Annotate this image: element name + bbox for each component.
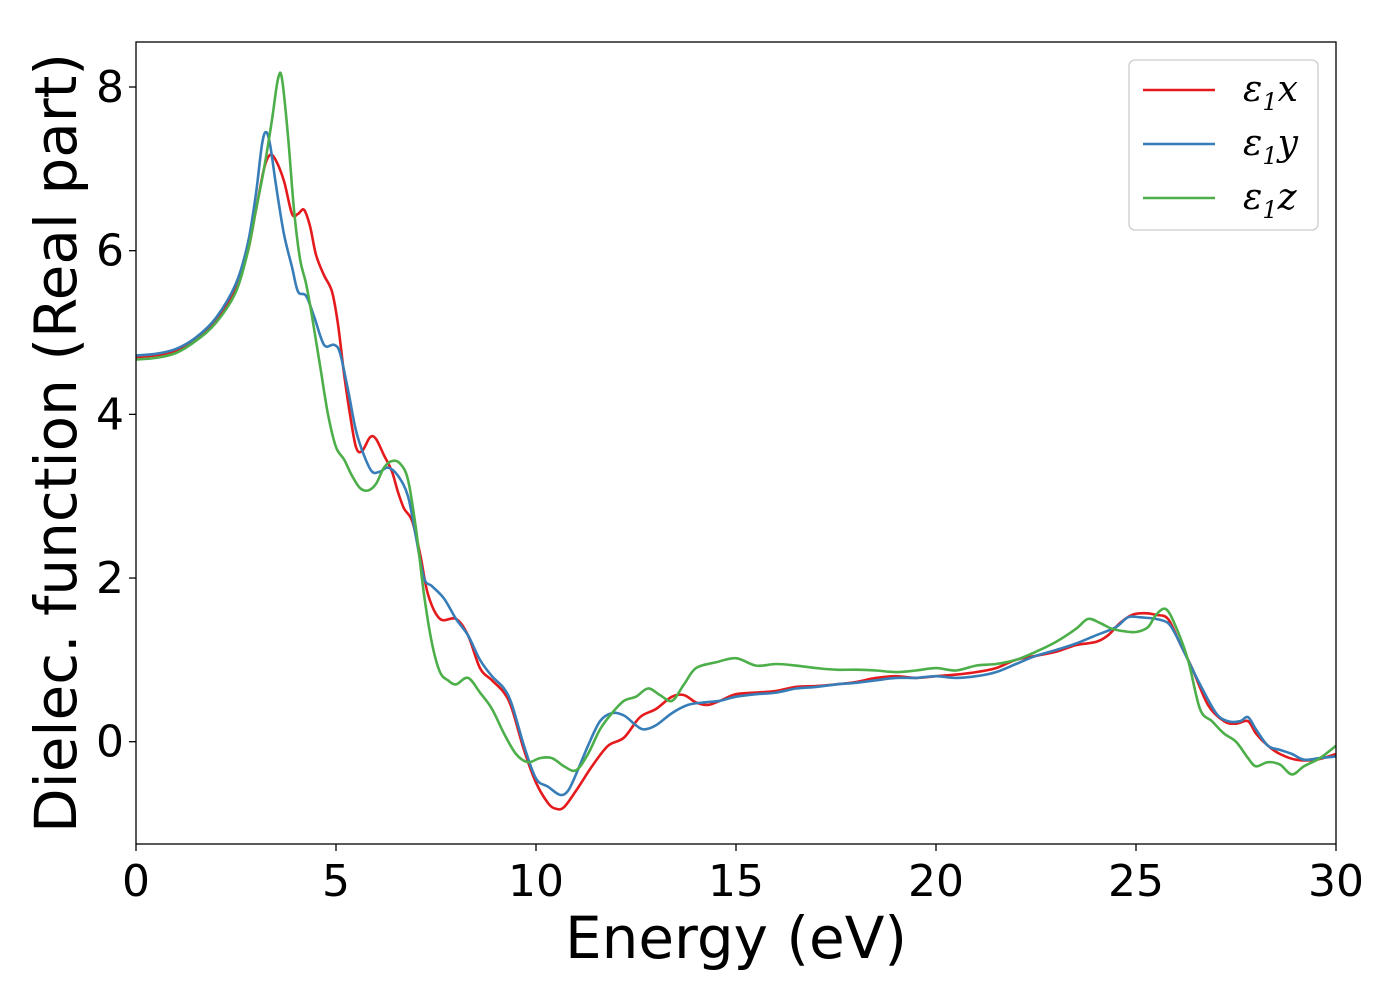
- legend-label-y: ε1y: [1243, 123, 1299, 170]
- plot-frame: [135, 41, 1337, 845]
- y-tick-label: 8: [96, 62, 124, 113]
- x-tick-label: 20: [908, 856, 964, 907]
- x-tick-label: 0: [122, 856, 150, 907]
- y-tick-label: 0: [96, 717, 124, 768]
- legend-label-z: ε1z: [1243, 177, 1298, 224]
- x-tick-label: 10: [508, 856, 564, 907]
- x-tick-label: 5: [322, 856, 350, 907]
- y-axis-label: Dielec. function (Real part): [22, 53, 90, 833]
- series-line-y: [136, 130, 1336, 797]
- y-tick-label: 2: [96, 553, 124, 604]
- y-axis-ticks: 0 2 4 6 8: [96, 62, 136, 768]
- legend-box: [1128, 59, 1319, 231]
- y-tick-label: 4: [96, 389, 124, 440]
- x-axis-ticks: 0 5 10 15 20 25 30: [122, 844, 1364, 907]
- y-tick-label: 6: [96, 226, 124, 277]
- series-line-x: [136, 153, 1336, 811]
- series-lines: [136, 71, 1336, 811]
- legend-label-x: ε1x: [1243, 69, 1298, 116]
- series-line-z: [136, 71, 1336, 776]
- x-tick-label: 30: [1308, 856, 1364, 907]
- legend: ε1x ε1y ε1z: [1128, 59, 1319, 231]
- x-axis-label: Energy (eV): [565, 904, 907, 972]
- x-tick-label: 15: [708, 856, 764, 907]
- x-tick-label: 25: [1108, 856, 1164, 907]
